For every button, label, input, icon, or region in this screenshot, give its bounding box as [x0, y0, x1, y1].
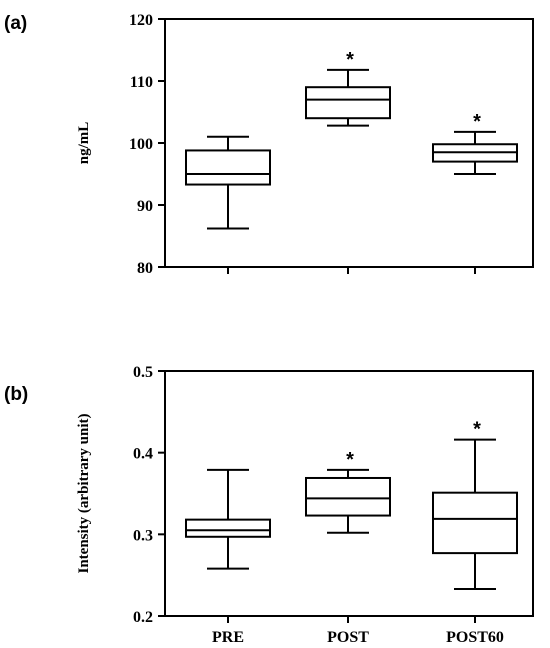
panel-0-y-tick-label: 80 — [137, 260, 153, 277]
panel-1-category-label: PRE — [212, 629, 244, 646]
panel-1-box-pre — [185, 518, 271, 538]
panel-0-y-tick-label: 90 — [137, 198, 153, 215]
panel-1-significance-marker: * — [346, 449, 354, 471]
panel-1-significance-marker: * — [473, 419, 481, 441]
panel-1-y-tick-label: 0.3 — [133, 527, 153, 544]
panel-0-box-pre — [185, 149, 271, 186]
panel-0-box-post — [305, 86, 391, 120]
panel-1-y-axis-title: Intensity (arbitrary unit) — [76, 414, 92, 574]
panel-1-box-post60 — [432, 491, 518, 555]
panel-1-y-tick-label: 0.2 — [133, 609, 153, 626]
panel-1-y-tick-label: 0.5 — [133, 364, 153, 381]
panel-0-y-axis-title: ng/mL — [76, 122, 92, 165]
panel-1-category-label: POST — [327, 629, 369, 646]
panel-0-label: (a) — [4, 13, 27, 34]
panel-1-y-tick-label: 0.4 — [133, 446, 153, 463]
panel-0-significance-marker: * — [346, 49, 354, 71]
panel-0-y-tick-label: 100 — [129, 136, 153, 153]
panel-0-y-tick-label: 120 — [129, 12, 153, 29]
panel-1-category-label: POST60 — [446, 629, 504, 646]
panel-1-label: (b) — [4, 384, 28, 405]
panel-1-box-post — [305, 476, 391, 517]
panel-0-y-tick-label: 110 — [130, 74, 153, 91]
panel-0-significance-marker: * — [473, 111, 481, 133]
